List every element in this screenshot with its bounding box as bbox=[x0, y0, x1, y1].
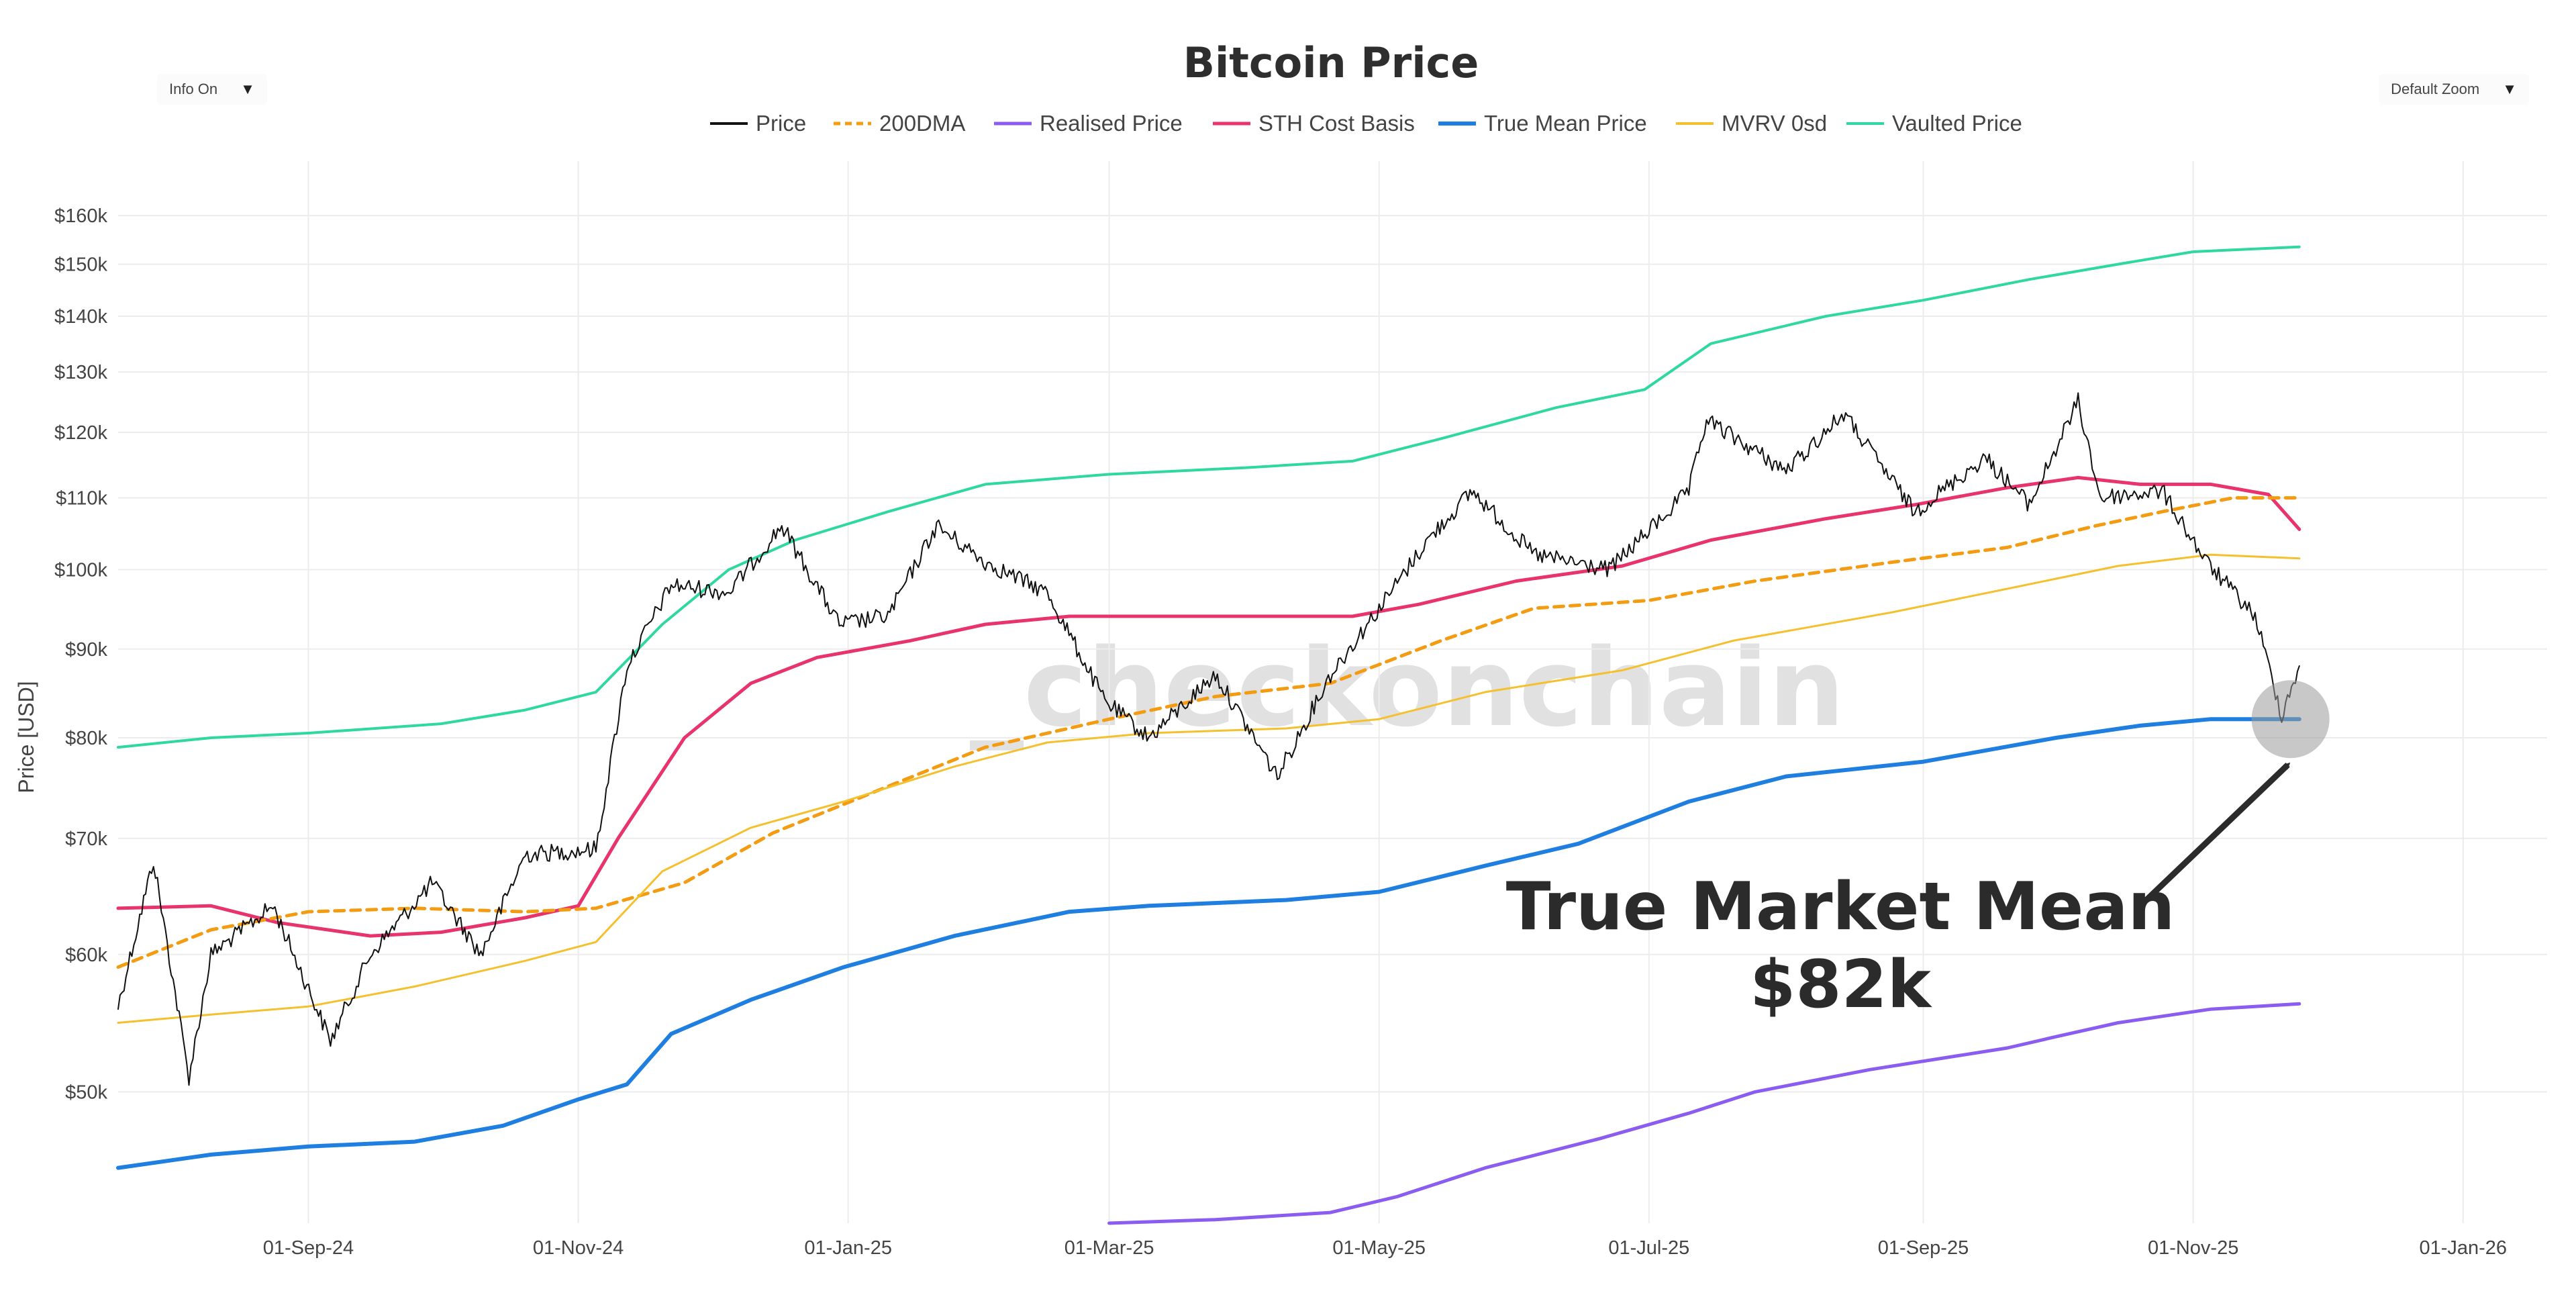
legend-label: Realised Price bbox=[1040, 111, 1183, 136]
y-tick-label: $100k bbox=[54, 560, 108, 581]
legend-item[interactable]: Vaulted Price bbox=[1846, 111, 2022, 136]
series-line-true-mean-price bbox=[116, 717, 2301, 1170]
x-tick-label: 01-Sep-25 bbox=[1878, 1237, 1969, 1259]
series-line-mvrv-0sd bbox=[117, 553, 2301, 1024]
annotation-title: True Market Mean bbox=[1506, 869, 2175, 945]
series-line-realised-price bbox=[1107, 1002, 2301, 1225]
x-tick-label: 01-Sep-24 bbox=[263, 1237, 354, 1259]
y-tick-label: $150k bbox=[54, 254, 108, 276]
x-tick-label: 01-Mar-25 bbox=[1064, 1237, 1154, 1259]
legend-label: Price bbox=[756, 111, 806, 136]
y-tick-label: $60k bbox=[65, 945, 107, 966]
watermark-text: _checkonchain bbox=[970, 625, 1845, 751]
legend-item[interactable]: MVRV 0sd bbox=[1676, 111, 1827, 136]
legend-item[interactable]: Realised Price bbox=[994, 111, 1183, 136]
series-line-price bbox=[117, 392, 2300, 1086]
y-axis-ticks: $50k $60k $70k $80k $90k $100k $110k $120k $130k… bbox=[54, 205, 108, 1103]
chevron-down-icon: ▼ bbox=[240, 81, 255, 97]
y-tick-label: $110k bbox=[56, 488, 107, 510]
info-toggle-label: Info On bbox=[169, 81, 218, 97]
y-tick-label: $140k bbox=[54, 306, 108, 328]
x-tick-label: 01-Jan-25 bbox=[804, 1237, 892, 1259]
y-tick-label: $130k bbox=[54, 362, 108, 383]
x-tick-label: 01-May-25 bbox=[1332, 1237, 1426, 1259]
zoom-select-label: Default Zoom bbox=[2391, 81, 2480, 97]
series-line-sth-cost-basis bbox=[116, 475, 2301, 938]
y-tick-label: $120k bbox=[54, 422, 108, 444]
legend-label: 200DMA bbox=[879, 111, 965, 136]
legend-item[interactable]: STH Cost Basis bbox=[1213, 111, 1415, 136]
series-line-200dma bbox=[116, 496, 2301, 969]
legend-item[interactable]: True Mean Price bbox=[1438, 111, 1647, 136]
y-tick-label: $160k bbox=[54, 205, 108, 227]
series-line-vaulted-price bbox=[117, 245, 2301, 749]
highlight-circle bbox=[2251, 680, 2330, 759]
annotation-arrow bbox=[2137, 762, 2291, 909]
y-tick-label: $90k bbox=[65, 639, 107, 661]
x-axis-ticks: 01-Sep-24 01-Nov-24 01-Jan-25 01-Mar-25 01-M… bbox=[263, 1237, 2507, 1259]
legend-label: MVRV 0sd bbox=[1722, 111, 1827, 136]
x-tick-label: 01-Jul-25 bbox=[1608, 1237, 1689, 1259]
legend-label: STH Cost Basis bbox=[1258, 111, 1415, 136]
y-tick-label: $70k bbox=[65, 828, 107, 850]
y-axis-label: Price [USD] bbox=[14, 681, 38, 793]
x-tick-label: 01-Nov-24 bbox=[533, 1237, 624, 1259]
x-tick-label: 01-Jan-26 bbox=[2419, 1237, 2507, 1259]
chart-title: Bitcoin Price bbox=[1183, 38, 1479, 87]
legend-label: True Mean Price bbox=[1484, 111, 1647, 136]
chevron-down-icon: ▼ bbox=[2502, 81, 2517, 97]
legend-item[interactable]: Price bbox=[710, 111, 806, 136]
annotation-value: $82k bbox=[1750, 947, 1933, 1023]
info-toggle-dropdown[interactable]: Info On ▼ bbox=[157, 74, 267, 105]
x-tick-label: 01-Nov-25 bbox=[2148, 1237, 2238, 1259]
legend-item[interactable]: 200DMA bbox=[834, 111, 965, 136]
zoom-select-dropdown[interactable]: Default Zoom ▼ bbox=[2379, 74, 2529, 105]
y-tick-label: $50k bbox=[65, 1082, 107, 1103]
legend-label: Vaulted Price bbox=[1892, 111, 2022, 136]
chart-legend: Price 200DMA Realised Price STH Cost Basis T… bbox=[710, 111, 2022, 136]
annotation-group: True Market Mean$82k bbox=[1506, 680, 2330, 1023]
series-layer bbox=[116, 245, 2301, 1225]
y-tick-label: $80k bbox=[65, 728, 107, 749]
chart-grid bbox=[118, 161, 2547, 1223]
